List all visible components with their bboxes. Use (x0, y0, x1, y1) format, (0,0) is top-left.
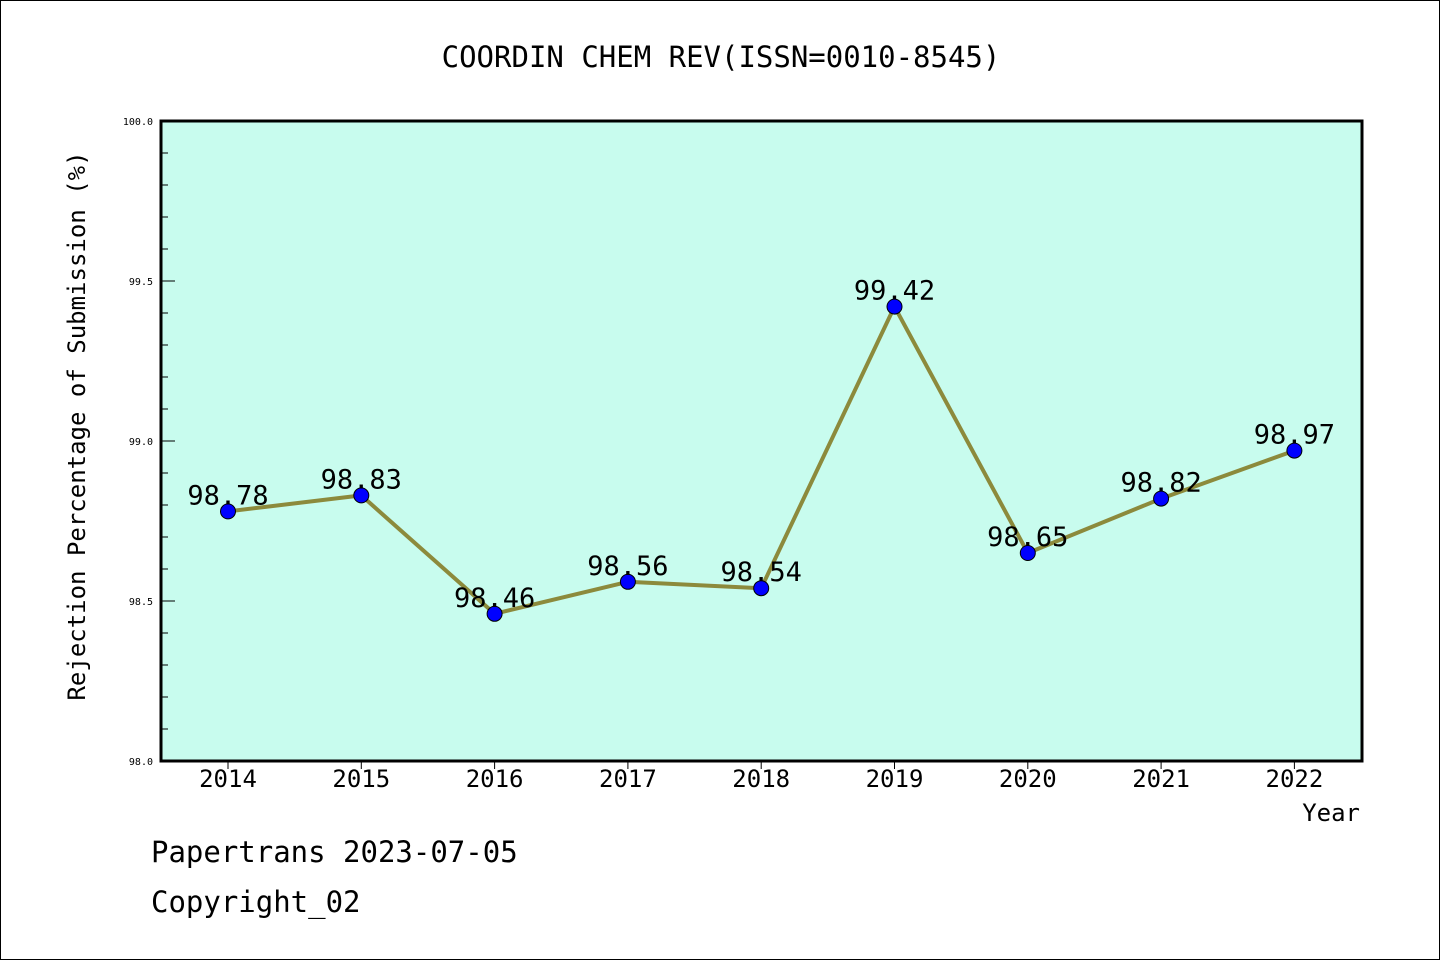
data-point (1153, 490, 1170, 507)
data-point (619, 573, 636, 590)
x-tick-label: 2020 (999, 765, 1057, 793)
plot-border (159, 119, 1364, 763)
data-label: 98.65 (987, 522, 1068, 553)
data-label: 98.78 (187, 480, 268, 511)
y-tick-label: 98.0 (129, 757, 153, 768)
x-tick-label: 2017 (599, 765, 657, 793)
y-tick-label: 98.5 (129, 597, 153, 608)
x-tick-label: 2021 (1132, 765, 1190, 793)
y-tick-label: 99.0 (129, 437, 153, 448)
data-label: 98.83 (321, 464, 402, 495)
data-label: 98.97 (1254, 420, 1335, 451)
data-point (220, 503, 236, 520)
data-point (353, 487, 370, 504)
footer-date: Papertrans 2023-07-05 (151, 835, 518, 869)
x-tick-label: 2016 (466, 765, 524, 793)
y-tick-label: 100.0 (123, 117, 153, 128)
data-point (753, 580, 770, 597)
data-label: 98.46 (454, 583, 535, 614)
data-label: 98.54 (721, 557, 802, 588)
chart-title: COORDIN CHEM REV(ISSN=0010-8545) (442, 40, 1001, 74)
x-tick-label: 2022 (1266, 765, 1324, 793)
data-point (1019, 545, 1036, 561)
data-label: 99.42 (854, 276, 935, 307)
data-label: 98.56 (587, 551, 668, 582)
footer-copyright: Copyright_02 (151, 885, 361, 919)
data-point (1286, 442, 1303, 459)
y-tick-label: 99.5 (129, 277, 153, 288)
data-point (886, 298, 903, 315)
data-label: 98.82 (1120, 468, 1201, 499)
plot-area (161, 121, 1362, 761)
x-tick-label: 2019 (866, 765, 924, 793)
x-tick-label: 2015 (332, 765, 390, 793)
x-tick-label: 2018 (732, 765, 790, 793)
data-point (486, 605, 503, 622)
x-axis-label: Year (1302, 799, 1360, 827)
y-axis-label: Rejection Percentage of Submission (%) (63, 151, 91, 700)
x-tick-label: 2014 (199, 765, 257, 793)
